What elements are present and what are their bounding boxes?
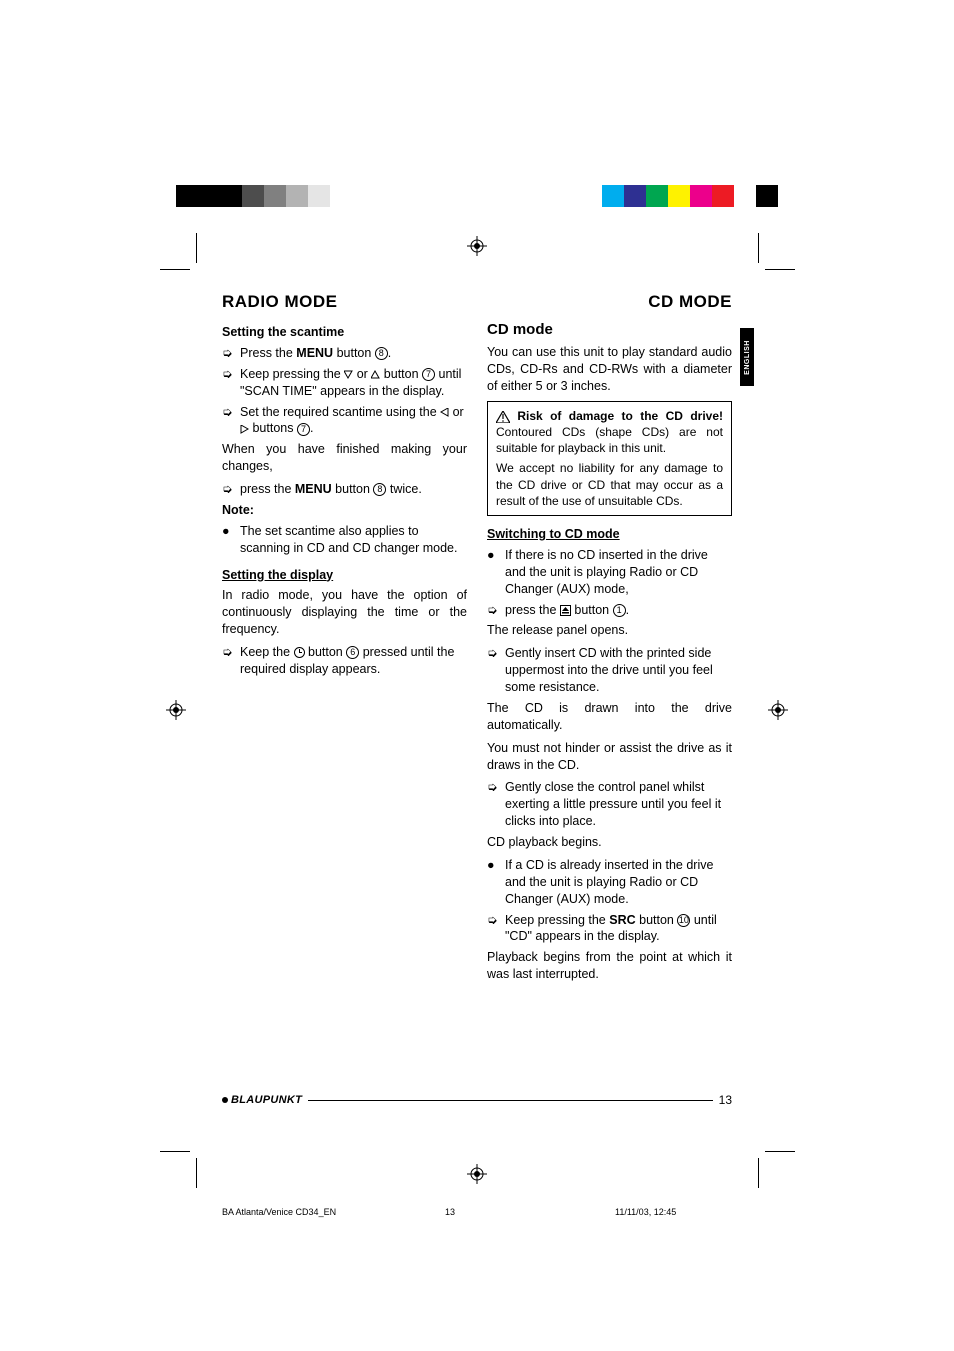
- registration-mark-bottom: [467, 1164, 487, 1184]
- note-text: The set scantime also applies to scannin…: [240, 523, 467, 557]
- eject-icon: [560, 605, 571, 616]
- paragraph: You must not hinder or assist the drive …: [487, 740, 732, 774]
- up-triangle-icon: [371, 370, 380, 379]
- registration-mark-right: [768, 700, 788, 720]
- step-text: press the button 1.: [505, 602, 732, 619]
- step-text: Gently close the control panel whilst ex…: [505, 779, 732, 830]
- color-bar-left: [176, 185, 374, 207]
- bullet-icon: ●: [222, 523, 240, 557]
- left-triangle-icon: [440, 408, 449, 417]
- warning-box: Risk of damage to the CD drive! Contoure…: [487, 401, 732, 516]
- paragraph: The release panel opens.: [487, 622, 732, 639]
- step-item: ➭ Keep the button 6 pressed until the re…: [222, 644, 467, 678]
- pointer-icon: ➭: [222, 366, 240, 400]
- left-column: Setting the scantime ➭ Press the MENU bu…: [222, 320, 467, 989]
- language-tab: ENGLISH: [740, 328, 754, 386]
- heading-display: Setting the display: [222, 567, 467, 584]
- brand-dot-icon: [222, 1097, 228, 1103]
- step-text: Keep pressing the or button 7 until "SCA…: [240, 366, 467, 400]
- pointer-icon: ➭: [487, 779, 505, 830]
- step-item: ➭ Keep pressing the SRC button 10 until …: [487, 912, 732, 946]
- footer-page-number: 13: [713, 1093, 732, 1107]
- ref-8: 8: [373, 483, 386, 496]
- right-column: CD mode You can use this unit to play st…: [487, 320, 732, 989]
- pointer-icon: ➭: [487, 602, 505, 619]
- bullet-icon: ●: [487, 547, 505, 598]
- paragraph: When you have finished making your chang…: [222, 441, 467, 475]
- color-bar-right: [580, 185, 778, 207]
- heading-cd-mode: CD mode: [487, 320, 732, 340]
- ref-7: 7: [297, 423, 310, 436]
- ref-7: 7: [422, 368, 435, 381]
- step-item: ➭ Set the required scantime using the or…: [222, 404, 467, 438]
- page-content: RADIO MODE CD MODE Setting the scantime …: [222, 292, 732, 989]
- heading-scantime: Setting the scantime: [222, 324, 467, 341]
- registration-mark-left: [166, 700, 186, 720]
- right-triangle-icon: [240, 425, 249, 434]
- step-text: Keep pressing the SRC button 10 until "C…: [505, 912, 732, 946]
- bullet-icon: ●: [487, 857, 505, 908]
- step-item: ➭ Press the MENU button 8.: [222, 345, 467, 362]
- step-item: ➭ press the button 1.: [487, 602, 732, 619]
- ref-1: 1: [613, 604, 626, 617]
- warning-icon: [496, 411, 510, 423]
- clock-icon: [294, 647, 305, 658]
- step-item: ➭ Keep pressing the or button 7 until "S…: [222, 366, 467, 400]
- paragraph: In radio mode, you have the option of co…: [222, 587, 467, 638]
- step-text: press the MENU button 8 twice.: [240, 481, 467, 498]
- ref-8: 8: [375, 347, 388, 360]
- down-triangle-icon: [344, 370, 353, 379]
- warning-heading: Risk of damage to the CD drive!: [510, 409, 723, 423]
- page-header: RADIO MODE CD MODE: [222, 292, 732, 312]
- imprint-date: 11/11/03, 12:45: [615, 1207, 676, 1217]
- pointer-icon: ➭: [222, 644, 240, 678]
- footer-brand: BLAUPUNKT: [222, 1094, 308, 1106]
- paragraph: CD playback begins.: [487, 834, 732, 851]
- pointer-icon: ➭: [222, 345, 240, 362]
- language-tab-label: ENGLISH: [744, 340, 751, 375]
- note-heading: Note:: [222, 502, 467, 519]
- ref-6: 6: [346, 646, 359, 659]
- note-item: ● The set scantime also applies to scann…: [222, 523, 467, 557]
- registration-mark-top: [467, 236, 487, 256]
- list-text: If a CD is already inserted in the drive…: [505, 857, 732, 908]
- pointer-icon: ➭: [487, 912, 505, 946]
- imprint-page: 13: [445, 1207, 455, 1217]
- header-right: CD MODE: [648, 292, 732, 312]
- list-item: ● If there is no CD inserted in the driv…: [487, 547, 732, 598]
- header-left: RADIO MODE: [222, 292, 338, 312]
- pointer-icon: ➭: [222, 404, 240, 438]
- paragraph: The CD is drawn into the drive automatic…: [487, 700, 732, 734]
- paragraph: You can use this unit to play standard a…: [487, 344, 732, 395]
- warning-text-1: Contoured CDs (shape CDs) are not suitab…: [496, 425, 723, 455]
- pointer-icon: ➭: [487, 645, 505, 696]
- heading-switching: Switching to CD mode: [487, 526, 732, 543]
- ref-10: 10: [677, 914, 690, 927]
- step-text: Keep the button 6 pressed until the requ…: [240, 644, 467, 678]
- imprint-file: BA Atlanta/Venice CD34_EN: [222, 1207, 336, 1217]
- step-text: Gently insert CD with the printed side u…: [505, 645, 732, 696]
- step-text: Press the MENU button 8.: [240, 345, 467, 362]
- paragraph: Playback begins from the point at which …: [487, 949, 732, 983]
- brand-text: BLAUPUNKT: [231, 1094, 302, 1106]
- warning-text-2: We accept no liability for any damage to…: [496, 460, 723, 509]
- step-item: ➭ Gently close the control panel whilst …: [487, 779, 732, 830]
- list-item: ● If a CD is already inserted in the dri…: [487, 857, 732, 908]
- list-text: If there is no CD inserted in the drive …: [505, 547, 732, 598]
- pointer-icon: ➭: [222, 481, 240, 498]
- step-item: ➭ press the MENU button 8 twice.: [222, 481, 467, 498]
- step-text: Set the required scantime using the or b…: [240, 404, 467, 438]
- step-item: ➭ Gently insert CD with the printed side…: [487, 645, 732, 696]
